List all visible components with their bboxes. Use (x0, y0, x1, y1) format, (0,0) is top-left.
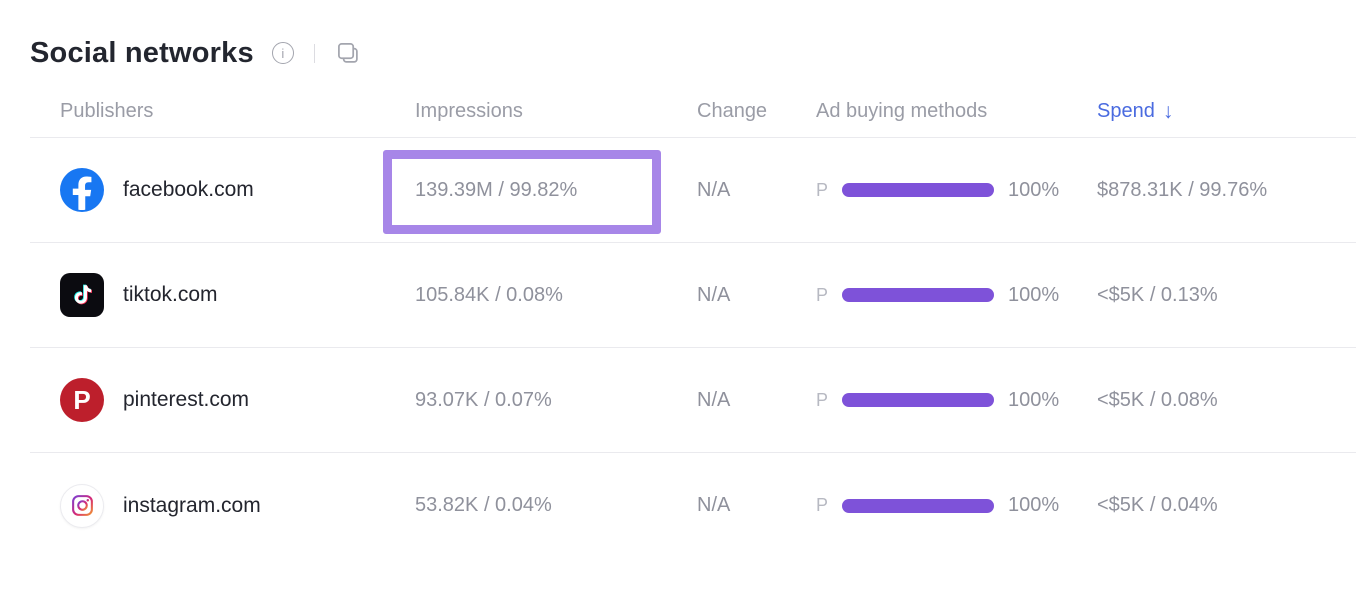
facebook-logo-icon (60, 168, 104, 212)
impressions-value: 105.84K / 0.08% (415, 283, 563, 306)
spend-value: <$5K / 0.13% (1097, 283, 1218, 306)
table-row: tiktok.com 105.84K / 0.08% N/A P 100% <$… (30, 243, 1356, 348)
column-header-change[interactable]: Change (697, 100, 768, 122)
paid-method-percent: 100% (1008, 283, 1060, 306)
impressions-value: 53.82K / 0.04% (415, 494, 552, 516)
change-cell: N/A (697, 138, 816, 242)
paid-method-progress-bar (842, 183, 994, 197)
table-header-row: Publishers Impressions Change Ad buying … (30, 86, 1356, 138)
sort-descending-icon: ↓ (1162, 99, 1174, 123)
spend-value: <$5K / 0.04% (1097, 494, 1218, 516)
paid-method-label: P (816, 284, 829, 305)
impressions-value: 93.07K / 0.07% (415, 388, 552, 411)
spend-label: Spend (1097, 100, 1155, 122)
spend-cell: <$5K / 0.08% (1097, 348, 1356, 452)
table-row: facebook.com 139.39M / 99.82% N/A P 100%… (30, 138, 1356, 243)
paid-method-percent: 100% (1008, 178, 1060, 201)
paid-method-progress-bar (842, 498, 994, 513)
tiktok-logo-icon (60, 273, 104, 317)
pinterest-logo-icon: P (60, 378, 104, 422)
publisher-cell: instagram.com (30, 453, 415, 558)
paid-method-progress-bar (842, 393, 994, 407)
table-row: instagram.com 53.82K / 0.04% N/A P 100% … (30, 453, 1356, 558)
publisher-domain-link[interactable]: instagram.com (123, 493, 261, 517)
publisher-domain-link[interactable]: tiktok.com (123, 283, 218, 306)
spend-value: <$5K / 0.08% (1097, 388, 1218, 411)
column-header-publishers[interactable]: Publishers (60, 100, 154, 122)
table-row: P pinterest.com 93.07K / 0.07% N/A P 100… (30, 348, 1356, 453)
ad-buying-methods-cell: P 100% (816, 243, 1097, 347)
impressions-cell: 93.07K / 0.07% (415, 348, 697, 452)
change-cell: N/A (697, 348, 816, 452)
impressions-cell: 53.82K / 0.04% (415, 453, 697, 558)
paid-method-label: P (816, 179, 829, 200)
impressions-cell: 105.84K / 0.08% (415, 243, 697, 347)
paid-method-label: P (816, 495, 829, 515)
publisher-cell: P pinterest.com (30, 348, 415, 452)
paid-method-label: P (816, 389, 829, 410)
ad-buying-methods-cell: P 100% (816, 348, 1097, 452)
spend-cell: <$5K / 0.04% (1097, 453, 1356, 558)
instagram-logo-icon (60, 483, 104, 528)
column-header-spend[interactable]: Spend ↓ (1097, 86, 1356, 137)
column-header-impressions[interactable]: Impressions (415, 100, 523, 122)
change-value: N/A (697, 388, 731, 411)
publisher-domain-link[interactable]: facebook.com (123, 178, 254, 201)
spend-value: $878.31K / 99.76% (1097, 178, 1268, 201)
ad-buying-methods-cell: P 100% (816, 138, 1097, 242)
publisher-cell: facebook.com (30, 138, 415, 242)
spend-cell: $878.31K / 99.76% (1097, 138, 1356, 242)
publisher-cell: tiktok.com (30, 243, 415, 347)
social-networks-table: Publishers Impressions Change Ad buying … (30, 86, 1356, 558)
column-header-ad-buying-methods[interactable]: Ad buying methods (816, 100, 988, 122)
ad-buying-methods-cell: P 100% (816, 453, 1097, 558)
spend-cell: <$5K / 0.13% (1097, 243, 1356, 347)
page-title: Social networks (30, 36, 254, 69)
change-cell: N/A (697, 243, 816, 347)
change-value: N/A (697, 494, 731, 516)
copy-icon[interactable] (335, 40, 361, 66)
info-icon[interactable]: i (271, 42, 294, 64)
panel-header: Social networks i (30, 30, 1356, 76)
paid-method-percent: 100% (1008, 388, 1060, 411)
paid-method-percent: 100% (1008, 494, 1060, 516)
change-cell: N/A (697, 453, 816, 558)
header-divider (313, 43, 315, 63)
publisher-domain-link[interactable]: pinterest.com (123, 388, 250, 411)
paid-method-progress-bar (842, 288, 994, 302)
impressions-cell: 139.39M / 99.82% (383, 138, 697, 242)
change-value: N/A (697, 283, 731, 306)
impressions-value: 139.39M / 99.82% (415, 178, 578, 201)
change-value: N/A (697, 178, 731, 201)
